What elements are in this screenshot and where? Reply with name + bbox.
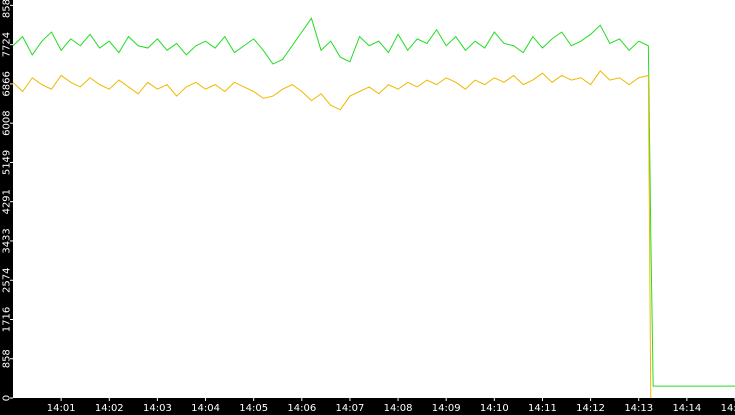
- x-tick-label: 14:07: [336, 403, 365, 414]
- x-tick-label: 14:11: [528, 403, 557, 414]
- x-tick-label: 14:08: [384, 403, 413, 414]
- series-line: [13, 17, 735, 387]
- y-tick-label: 5149: [2, 150, 13, 175]
- x-tick-label: 14:13: [624, 403, 653, 414]
- x-tick-label: 14:10: [480, 403, 509, 414]
- series-group: [13, 17, 735, 398]
- y-tick-label: 3433: [2, 228, 13, 253]
- y-tick-label: 2574: [2, 268, 13, 293]
- x-tick-label: 14:03: [143, 403, 172, 414]
- y-tick-label: 6008: [2, 110, 13, 135]
- x-tick-label: 14:15: [721, 403, 735, 414]
- plot-area: [13, 0, 735, 398]
- y-tick-label: 8583: [2, 0, 13, 18]
- y-tick-label: 6866: [2, 71, 13, 96]
- x-tick-label: 14:02: [95, 403, 124, 414]
- y-tick-label: 858: [2, 349, 13, 368]
- x-tick-label: 14:09: [432, 403, 461, 414]
- x-tick-label: 14:12: [576, 403, 605, 414]
- series-line: [13, 70, 652, 398]
- x-tick-label: 14:05: [239, 403, 268, 414]
- x-tick-label: 14:14: [672, 403, 701, 414]
- x-tick-label: 14:06: [287, 403, 316, 414]
- y-tick-label: 7724: [2, 32, 13, 57]
- y-tick-label: 4291: [2, 189, 13, 214]
- y-tick-label: 0: [2, 395, 13, 401]
- y-tick-label: 1716: [2, 307, 13, 332]
- x-tick-label: 14:04: [191, 403, 220, 414]
- x-tick-label: 14:01: [47, 403, 76, 414]
